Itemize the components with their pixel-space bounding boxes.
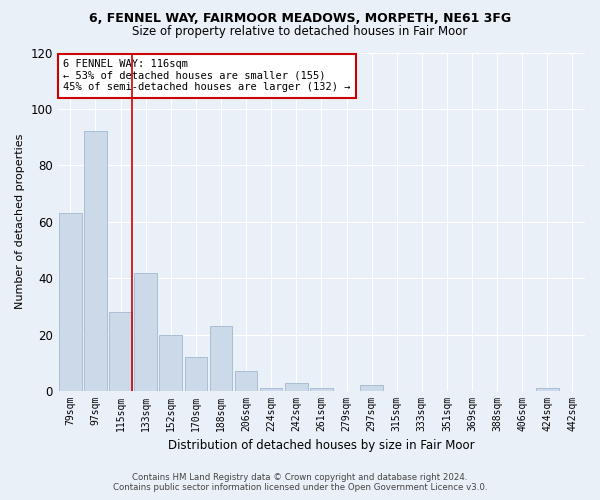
Bar — [235, 372, 257, 391]
Bar — [134, 272, 157, 391]
Bar — [185, 357, 207, 391]
Bar — [536, 388, 559, 391]
Text: 6, FENNEL WAY, FAIRMOOR MEADOWS, MORPETH, NE61 3FG: 6, FENNEL WAY, FAIRMOOR MEADOWS, MORPETH… — [89, 12, 511, 26]
Text: Size of property relative to detached houses in Fair Moor: Size of property relative to detached ho… — [133, 25, 467, 38]
Bar — [285, 382, 308, 391]
Text: 6 FENNEL WAY: 116sqm
← 53% of detached houses are smaller (155)
45% of semi-deta: 6 FENNEL WAY: 116sqm ← 53% of detached h… — [63, 60, 350, 92]
X-axis label: Distribution of detached houses by size in Fair Moor: Distribution of detached houses by size … — [168, 440, 475, 452]
Bar — [160, 334, 182, 391]
Bar — [209, 326, 232, 391]
Bar — [109, 312, 132, 391]
Bar — [59, 214, 82, 391]
Bar — [84, 132, 107, 391]
Bar — [361, 386, 383, 391]
Bar — [310, 388, 332, 391]
Bar — [260, 388, 283, 391]
Text: Contains HM Land Registry data © Crown copyright and database right 2024.
Contai: Contains HM Land Registry data © Crown c… — [113, 473, 487, 492]
Y-axis label: Number of detached properties: Number of detached properties — [15, 134, 25, 310]
